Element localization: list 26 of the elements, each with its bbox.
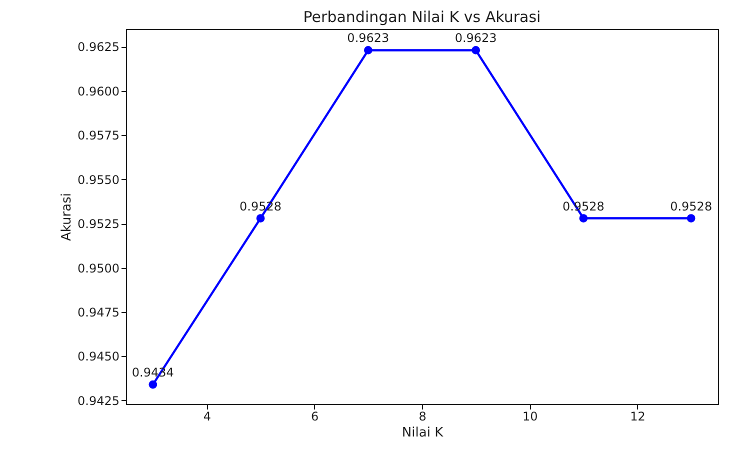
y-tick-label: 0.9425 <box>78 394 120 408</box>
chart-title: Perbandingan Nilai K vs Akurasi <box>303 8 541 26</box>
x-tick-label: 12 <box>630 410 646 424</box>
y-tick-label: 0.9575 <box>78 128 120 143</box>
point <box>256 214 265 222</box>
x-tick-label: 8 <box>418 410 426 424</box>
data-label: 0.9623 <box>347 31 390 46</box>
y-tick-label: 0.9450 <box>78 350 120 364</box>
x-tick-label: 6 <box>311 410 319 424</box>
y-tick-label: 0.9475 <box>78 306 120 320</box>
point <box>472 46 480 54</box>
x-tick-label: 10 <box>522 410 538 424</box>
point <box>148 380 158 389</box>
point <box>686 214 696 222</box>
y-tick-label: 0.9525 <box>78 217 120 232</box>
y-tick-label: 0.9550 <box>78 172 120 187</box>
y-tick-label: 0.9500 <box>78 261 120 276</box>
data-label: 0.9528 <box>670 199 712 214</box>
point <box>364 46 372 54</box>
y-tick-label: 0.9600 <box>78 84 120 98</box>
x-axis-title: Nilai K <box>402 426 444 440</box>
y-axis-title: Akurasi <box>60 193 75 241</box>
y-tick-label: 0.9625 <box>78 40 120 54</box>
data-label: 0.9623 <box>454 31 497 46</box>
x-tick-label: 4 <box>203 410 212 424</box>
point <box>579 214 588 222</box>
